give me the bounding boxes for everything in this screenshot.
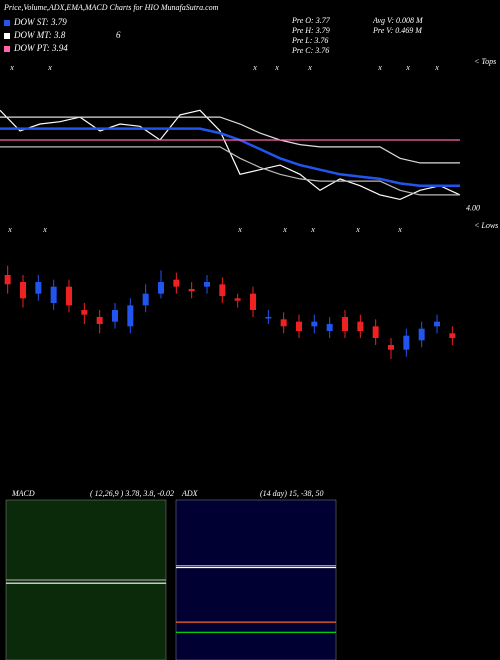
top-marker: x	[434, 63, 439, 72]
candle-body	[173, 279, 180, 287]
candle-body	[342, 317, 348, 331]
candle-body	[4, 275, 11, 285]
candle-body	[418, 328, 425, 341]
candle-body	[188, 289, 195, 292]
ohlc-text: Pre H: 3.79	[291, 26, 330, 35]
candle-body	[296, 321, 302, 331]
candle-body	[127, 305, 134, 327]
candle-body	[112, 310, 118, 322]
candle-body	[372, 326, 379, 338]
candle-body	[81, 310, 88, 315]
legend-swatch	[4, 33, 10, 39]
candle-body	[158, 282, 164, 294]
legend-text: DOW MT: 3.8	[13, 30, 66, 40]
candle-body	[142, 293, 149, 306]
panel-subtitle: ( 12,26,9 ) 3.78, 3.8, -0.02	[90, 489, 174, 498]
legend-swatch	[4, 46, 10, 52]
low-marker: x	[42, 225, 47, 234]
volume-text: Pre V: 0.469 M	[372, 26, 423, 35]
candle-body	[204, 282, 210, 287]
ohlc-text: Pre O: 3.77	[291, 16, 331, 25]
low-marker: x	[7, 225, 12, 234]
candle-body	[357, 321, 364, 331]
top-marker: x	[47, 63, 52, 72]
title: Price,Volume,ADX,EMA,MACD Charts for HIO…	[3, 3, 219, 12]
candle-body	[449, 333, 456, 338]
low-marker: x	[355, 225, 360, 234]
panel-title: MACD	[11, 489, 35, 498]
candle-body	[265, 317, 272, 319]
panel-title: ADX	[181, 489, 199, 498]
top-marker: x	[9, 63, 14, 72]
series-line	[0, 127, 460, 187]
candle-body	[250, 293, 256, 310]
panel-subtitle: (14 day) 15, -38, 50	[260, 489, 324, 498]
top-marker: x	[252, 63, 257, 72]
legend-text: DOW ST: 3.79	[13, 17, 67, 27]
low-marker: x	[310, 225, 315, 234]
candle-body	[50, 286, 57, 303]
tops-label: < Tops	[474, 57, 496, 66]
series-line	[0, 116, 460, 164]
top-marker: x	[377, 63, 382, 72]
y-tick-label: 4.00	[466, 203, 480, 212]
candle-body	[96, 317, 103, 324]
legend-text: DOW PT: 3.94	[13, 43, 68, 53]
candle-body	[403, 335, 410, 350]
legend-text: 6	[116, 30, 121, 40]
candle-body	[20, 282, 26, 299]
ohlc-text: Pre C: 3.76	[291, 46, 329, 55]
top-marker: x	[405, 63, 410, 72]
candle-body	[311, 321, 318, 327]
candle-body	[66, 286, 72, 306]
legend-swatch	[4, 20, 10, 26]
candle-body	[326, 324, 333, 331]
lows-label: < Lows	[474, 221, 498, 230]
low-marker: x	[282, 225, 287, 234]
low-marker: x	[237, 225, 242, 234]
candle-body	[35, 282, 42, 294]
top-marker: x	[307, 63, 312, 72]
series-line	[0, 146, 460, 196]
candle-body	[280, 319, 287, 327]
candle-body	[234, 298, 241, 301]
candle-body	[434, 321, 440, 327]
top-marker: x	[274, 63, 279, 72]
candle-body	[388, 345, 394, 350]
ohlc-text: Pre L: 3.76	[291, 36, 328, 45]
candle-body	[219, 284, 226, 296]
volume-text: Avg V: 0.008 M	[372, 16, 424, 25]
low-marker: x	[397, 225, 402, 234]
panel-background	[175, 499, 337, 660]
